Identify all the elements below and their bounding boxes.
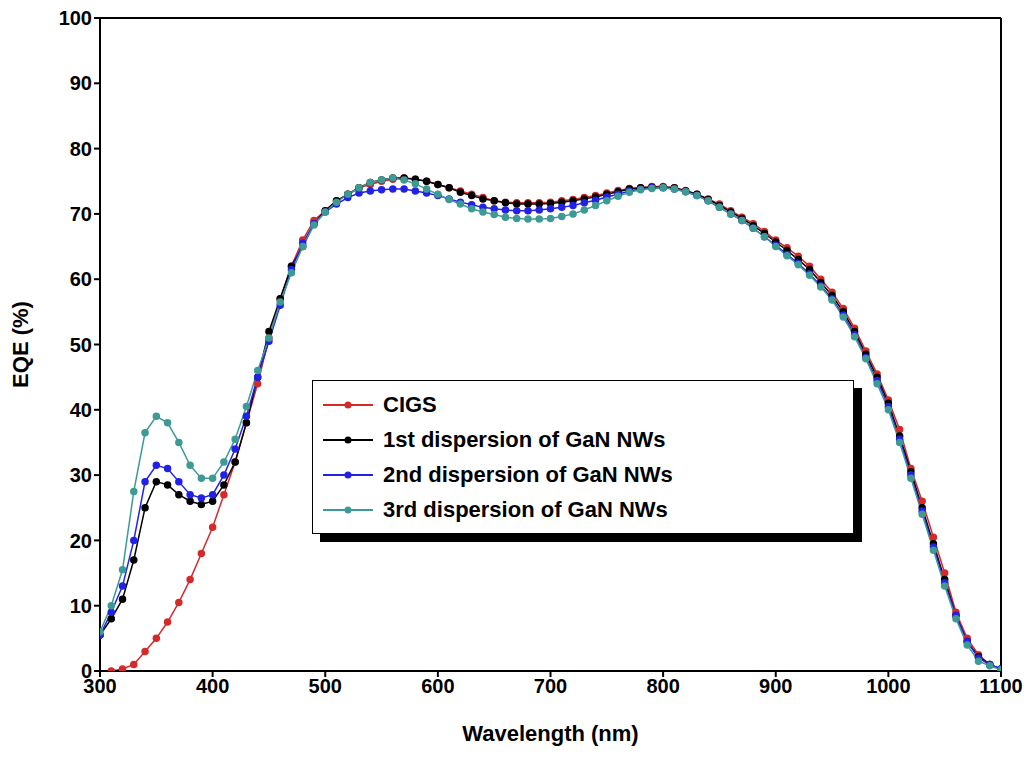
svg-text:Wavelength (nm): Wavelength (nm) — [462, 721, 638, 746]
svg-text:600: 600 — [421, 675, 454, 697]
svg-text:80: 80 — [70, 138, 92, 160]
svg-text:40: 40 — [70, 399, 92, 421]
svg-text:300: 300 — [83, 675, 117, 698]
svg-text:50: 50 — [70, 334, 92, 356]
svg-text:1000: 1000 — [866, 675, 911, 697]
html-text:3rd dispersion of GaN NWs: 3rd dispersion of GaN NWs — [383, 496, 668, 522]
svg-text:90: 90 — [70, 72, 92, 94]
svg-text:0: 0 — [81, 660, 92, 682]
svg-text:400: 400 — [196, 675, 229, 697]
svg-text:60: 60 — [70, 268, 92, 290]
svg-text:800: 800 — [646, 675, 679, 697]
svg-text:1100: 1100 — [979, 675, 1022, 697]
svg-text:500: 500 — [309, 675, 342, 697]
svg-text:70: 70 — [70, 203, 92, 225]
svg-text:100: 100 — [59, 7, 92, 29]
svg-text:EQE (%): EQE (%) — [8, 301, 33, 388]
svg-text:30: 30 — [70, 464, 92, 486]
svg-text:20: 20 — [70, 530, 92, 552]
svg-text:10: 10 — [70, 595, 92, 617]
html-text:1st dispersion of GaN NWs: 1st dispersion of GaN NWs — [383, 426, 666, 452]
html-text:CIGS: CIGS — [383, 391, 437, 417]
html-text:2nd dispersion of GaN NWs: 2nd dispersion of GaN NWs — [383, 461, 673, 487]
svg-text:900: 900 — [759, 675, 792, 697]
svg-text:700: 700 — [534, 675, 567, 697]
